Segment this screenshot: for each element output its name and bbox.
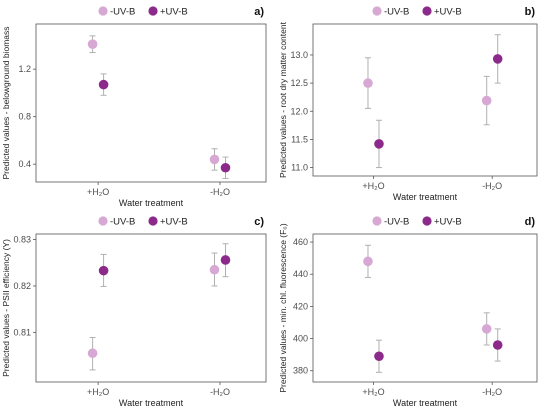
y-tick-label: 400 [293,334,308,344]
y-tick-label: 0.81 [13,327,31,337]
x-tick-label: +H₂O [362,387,384,397]
panel-label: b) [525,6,536,18]
y-tick-label: 11.0 [291,163,308,173]
data-point [481,324,492,334]
legend-marker [422,6,432,16]
y-tick-label: 0.82 [13,281,31,291]
legend: -UV-B +UV-B [372,216,462,228]
y-tick-label: 11.5 [291,134,308,144]
data-point [363,256,373,267]
panel-label: d) [525,216,536,228]
y-axis-title: Predicted values - min. chl. fluorescenc… [278,223,288,393]
panel-1: 0.4 0.8 1.2 +H₂O -H₂O Water treatment Predicte… [1,6,267,208]
plot-frame [312,23,538,177]
legend: -UV-B +UV-B [372,6,462,18]
legend-label: -UV-B [110,7,135,18]
data-point [374,139,384,149]
legend-marker [148,216,158,226]
x-tick-label: +H₂O [87,187,109,197]
y-tick-label: 440 [293,269,308,279]
legend-label: -UV-B [110,217,135,228]
x-tick-label: -H₂O [210,187,230,197]
data-point [220,162,231,173]
legend-marker [98,6,108,16]
legend-marker [148,6,158,16]
legend-marker [98,216,108,226]
x-axis-title: Water treatment [119,398,184,408]
legend-label: +UV-B [434,7,462,18]
legend-marker [422,216,432,226]
legend-label: -UV-B [384,7,409,18]
panel-label: c) [254,216,264,228]
legend-marker [372,6,382,16]
x-tick-label: -H₂O [210,387,230,397]
data-point [209,264,220,275]
x-axis-title: Water treatment [393,192,458,202]
data-point [481,95,492,106]
x-tick-label: -H₂O [482,387,502,397]
y-tick-label: 460 [293,237,308,247]
panel-4: 380 400 420 440 460 +H₂O -H₂O Water treatment Pr… [278,216,538,408]
y-tick-label: 0.4 [18,159,31,169]
x-tick-label: +H₂O [362,181,384,191]
y-axis-title: Predicted values - PSII efficiency (Y) [1,239,11,377]
x-axis-title: Water treatment [119,198,184,208]
data-point [98,265,109,276]
legend-label: +UV-B [160,217,188,228]
legend: -UV-B +UV-B [98,6,188,18]
plot-frame [312,233,538,383]
data-point [374,351,384,362]
y-tick-label: 0.8 [18,112,31,122]
y-tick-label: 1.2 [18,64,31,74]
legend: -UV-B +UV-B [98,216,188,228]
y-tick-label: 0.83 [13,235,31,245]
legend-label: +UV-B [160,7,188,18]
x-tick-label: -H₂O [482,181,502,191]
legend-label: +UV-B [434,217,462,228]
data-point [87,348,98,359]
plot-frame [35,23,267,183]
data-point [492,54,503,64]
y-tick-label: 380 [293,366,308,376]
panel-label: a) [254,6,264,18]
data-point [220,255,231,265]
panel-3: 0.81 0.82 0.83 +H₂O -H₂O Water treatment Predi… [1,216,267,408]
y-tick-label: 420 [293,301,308,311]
y-tick-label: 12.0 [290,106,308,116]
data-point [98,79,109,90]
y-axis-title: Predicted values - belowground biomass [1,26,11,179]
data-point [87,39,98,49]
data-point [492,340,503,350]
y-tick-label: 12.5 [290,78,308,88]
x-axis-title: Water treatment [393,398,458,408]
legend-marker [372,216,382,226]
plot-frame [35,233,267,383]
data-point [363,78,373,88]
x-tick-label: +H₂O [87,387,109,397]
y-tick-label: 13.0 [290,50,308,60]
y-axis-title: Predicted values - root dry matter conte… [278,21,288,178]
data-point [209,154,220,165]
legend-label: -UV-B [384,217,409,228]
panel-2: 11.0 11.5 12.0 12.5 13.0 +H₂O -H₂O Water treatm… [278,6,538,202]
